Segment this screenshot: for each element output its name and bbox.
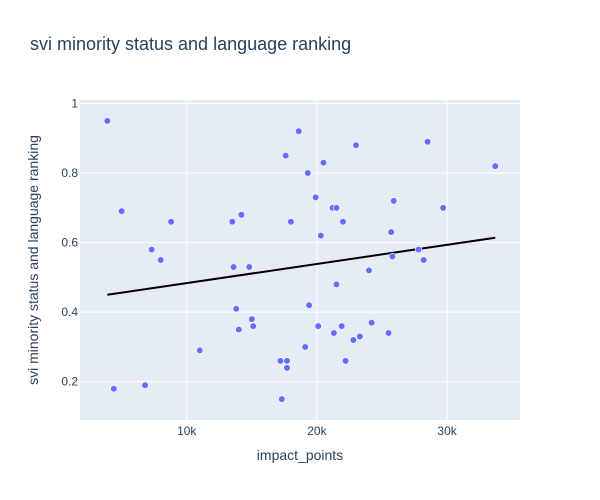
data-point[interactable] bbox=[230, 263, 238, 271]
data-point[interactable] bbox=[283, 357, 291, 365]
data-point[interactable] bbox=[332, 204, 341, 212]
x-axis-title: impact_points bbox=[257, 447, 343, 463]
data-point[interactable] bbox=[330, 329, 338, 337]
data-points bbox=[103, 117, 499, 403]
data-point[interactable] bbox=[147, 245, 156, 254]
data-point[interactable] bbox=[491, 162, 499, 170]
y-axis-title: svi minority status and language ranking bbox=[25, 135, 41, 385]
data-point[interactable] bbox=[388, 252, 397, 261]
data-point[interactable] bbox=[387, 228, 395, 236]
data-point[interactable] bbox=[356, 332, 364, 341]
data-point[interactable] bbox=[301, 343, 309, 351]
y-tick-label: 1 bbox=[71, 96, 78, 110]
data-point[interactable] bbox=[332, 280, 341, 288]
data-point[interactable] bbox=[283, 364, 291, 372]
data-point[interactable] bbox=[232, 305, 240, 313]
x-tick-label: 20k bbox=[307, 424, 327, 438]
data-point[interactable] bbox=[237, 211, 246, 219]
data-point[interactable] bbox=[423, 138, 432, 146]
data-point[interactable] bbox=[317, 232, 325, 240]
x-tick-label: 10k bbox=[177, 424, 197, 438]
data-point[interactable] bbox=[339, 218, 347, 226]
data-point[interactable] bbox=[110, 385, 118, 393]
trendline bbox=[107, 236, 496, 296]
data-point[interactable] bbox=[282, 152, 290, 160]
y-axis-ticks: 0.2 0.4 0.6 0.8 1 bbox=[61, 96, 78, 388]
data-point[interactable] bbox=[341, 357, 350, 365]
data-point[interactable] bbox=[319, 159, 328, 167]
y-tick-label: 0.6 bbox=[61, 236, 78, 250]
data-point[interactable] bbox=[249, 322, 257, 330]
data-point[interactable] bbox=[314, 322, 322, 330]
data-point[interactable] bbox=[118, 207, 126, 215]
y-tick-label: 0.4 bbox=[61, 305, 78, 319]
data-point[interactable] bbox=[228, 218, 236, 226]
data-point[interactable] bbox=[305, 301, 313, 309]
data-point[interactable] bbox=[248, 315, 256, 323]
data-point[interactable] bbox=[196, 346, 204, 355]
data-point[interactable] bbox=[312, 193, 320, 201]
data-point[interactable] bbox=[278, 395, 286, 403]
data-point[interactable] bbox=[295, 127, 303, 135]
data-point[interactable] bbox=[245, 263, 253, 271]
data-point[interactable] bbox=[103, 117, 111, 125]
data-point[interactable] bbox=[352, 141, 360, 149]
data-point[interactable] bbox=[338, 322, 346, 330]
data-point[interactable] bbox=[235, 325, 243, 334]
gridlines bbox=[80, 100, 520, 420]
trendline-segment bbox=[107, 236, 496, 296]
data-point[interactable] bbox=[287, 218, 295, 226]
data-point[interactable] bbox=[414, 245, 423, 254]
plot-area bbox=[80, 100, 520, 420]
x-tick-label: 30k bbox=[437, 424, 457, 438]
chart-title: svi minority status and language ranking bbox=[30, 34, 351, 54]
data-point[interactable] bbox=[367, 319, 376, 327]
x-axis-ticks: 10k 20k 30k bbox=[177, 424, 458, 438]
data-point[interactable] bbox=[157, 256, 165, 264]
data-point[interactable] bbox=[390, 197, 398, 205]
data-point[interactable] bbox=[439, 204, 447, 212]
data-point[interactable] bbox=[349, 336, 357, 344]
data-point[interactable] bbox=[167, 218, 175, 226]
data-point[interactable] bbox=[141, 381, 149, 389]
data-point[interactable] bbox=[365, 266, 373, 275]
y-tick-label: 0.8 bbox=[61, 166, 78, 180]
data-point[interactable] bbox=[420, 256, 428, 264]
data-point[interactable] bbox=[304, 169, 312, 177]
data-point[interactable] bbox=[384, 329, 393, 337]
data-point[interactable] bbox=[276, 357, 285, 365]
y-tick-label: 0.2 bbox=[61, 375, 78, 389]
